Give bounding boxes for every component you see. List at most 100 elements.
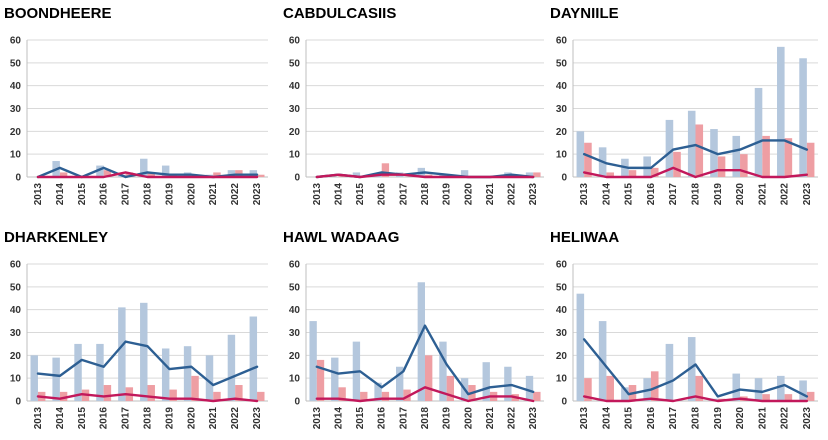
x-tick-label: 2022 (230, 183, 241, 206)
y-tick-label: 50 (10, 282, 22, 293)
y-tick-label: 20 (10, 127, 22, 138)
y-tick-label: 30 (556, 104, 568, 115)
x-tick-label: 2017 (121, 407, 132, 430)
y-tick-label: 30 (289, 104, 301, 115)
bar-bar_red (806, 142, 815, 177)
bar-bar_blue (396, 366, 404, 401)
bar-bar_blue (732, 373, 741, 401)
y-tick-label: 50 (289, 58, 301, 69)
bar-bar_red (316, 359, 325, 401)
x-tick-label: 2019 (713, 183, 724, 206)
x-tick-label: 2016 (377, 183, 388, 206)
bar-bar_blue (227, 334, 236, 401)
series-line-line_red (582, 166, 809, 179)
y-tick-label: 10 (556, 150, 568, 161)
bar-bar_blue (205, 355, 214, 401)
bar-bar_red (784, 394, 793, 401)
bar-bar_blue (96, 343, 104, 401)
bar-bar_red (695, 375, 704, 401)
bar-bar_red (762, 135, 770, 177)
bar-bar_blue (74, 343, 82, 401)
bar-bar_red (147, 172, 155, 177)
x-tick-label: 2014 (333, 407, 344, 430)
x-tick-label: 2023 (802, 183, 813, 206)
y-tick-label: 60 (10, 260, 22, 271)
bar-bar_blue (249, 316, 258, 401)
x-tick-label: 2015 (77, 407, 88, 430)
series-line-line_red (315, 386, 535, 403)
x-tick-label: 2022 (780, 183, 791, 206)
chart-panel-4: HAWL WADAAG 0 10 20 30 40 50 60 2013 2014 2015 2016… (283, 229, 544, 429)
chart-title: HELIWAA (550, 229, 619, 246)
series-line-line_red (315, 173, 535, 179)
bar-bar_blue (417, 282, 425, 401)
bar-bar_red (381, 163, 390, 177)
series-line-line_blue (582, 338, 809, 398)
bar-bar_blue (161, 348, 170, 401)
x-tick-label: 2015 (77, 183, 88, 206)
y-tick-label: 50 (289, 282, 301, 293)
x-tick-label: 2021 (485, 183, 496, 206)
bar-bar_blue (576, 293, 585, 401)
bar-bar_blue (799, 58, 807, 177)
x-tick-label: 2020 (735, 407, 746, 430)
y-tick-label: 10 (10, 374, 22, 385)
x-tick-label: 2023 (802, 407, 813, 430)
bar-bar_red (213, 391, 221, 401)
x-tick-label: 2021 (485, 407, 496, 430)
bar-bar_blue (482, 362, 490, 401)
x-tick-label: 2022 (780, 407, 791, 430)
x-tick-label: 2015 (355, 183, 366, 206)
bar-bar_blue (309, 321, 317, 401)
bar-bar_red (125, 172, 134, 177)
y-tick-label: 10 (289, 374, 301, 385)
chart-panel-5: HELIWAA 0 10 20 30 40 50 60 2013 2014 2015 2016 2017… (550, 229, 818, 429)
bar-bar_blue (525, 375, 534, 401)
bar-bar_blue (732, 135, 741, 177)
bar-bar_blue (30, 355, 38, 401)
y-tick-label: 60 (10, 36, 22, 47)
bar-bar_blue (352, 172, 361, 177)
bar-bar_blue (140, 158, 148, 177)
y-tick-label: 60 (289, 260, 301, 271)
x-tick-label: 2016 (377, 407, 388, 430)
x-tick-label: 2022 (507, 407, 518, 430)
series-line-line_red (582, 395, 809, 403)
bar-bar_red (338, 387, 346, 401)
x-tick-label: 2023 (252, 407, 263, 430)
bar-bar_blue (777, 375, 785, 401)
x-tick-label: 2019 (442, 407, 453, 430)
y-tick-label: 40 (289, 81, 301, 92)
y-tick-label: 60 (289, 36, 301, 47)
x-tick-label: 2017 (121, 183, 132, 206)
bar-bar_blue (374, 382, 382, 401)
bar-bar_blue (504, 366, 512, 401)
x-tick-label: 2014 (601, 407, 612, 430)
series-line-line_blue (315, 324, 535, 396)
chart-panel-2: DAYNIILE 0 10 20 30 40 50 60 2013 2014 2015 2016 201… (550, 5, 818, 205)
x-tick-label: 2022 (230, 407, 241, 430)
chart-panel-1: CABDULCASIIS 0 10 20 30 40 50 60 2013 2014 2015 201… (283, 5, 544, 205)
x-tick-label: 2023 (252, 183, 263, 206)
y-tick-label: 50 (10, 58, 22, 69)
y-tick-label: 20 (289, 127, 301, 138)
bar-bar_red (584, 378, 592, 401)
x-tick-label: 2021 (208, 183, 219, 206)
bar-bar_blue (331, 357, 339, 401)
bar-bar_red (673, 151, 681, 177)
bar-bar_blue (140, 302, 148, 401)
series-line-line_blue (36, 340, 259, 387)
y-tick-label: 10 (289, 150, 301, 161)
x-tick-label: 2013 (579, 407, 590, 430)
y-tick-label: 20 (10, 351, 22, 362)
bar-bar_blue (525, 172, 534, 177)
x-tick-label: 2017 (668, 183, 679, 206)
y-tick-label: 60 (556, 260, 568, 271)
x-tick-label: 2015 (624, 183, 635, 206)
chart-title: DHARKENLEY (4, 229, 108, 246)
y-tick-label: 0 (561, 397, 567, 408)
x-tick-label: 2021 (208, 407, 219, 430)
bar-bar_red (606, 172, 614, 177)
x-tick-label: 2019 (164, 183, 175, 206)
x-tick-label: 2016 (99, 183, 110, 206)
